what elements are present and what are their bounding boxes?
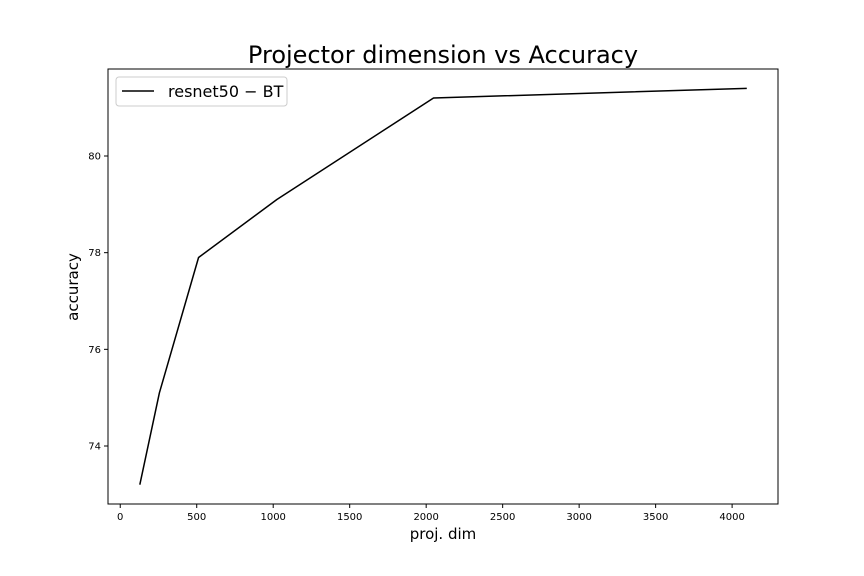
series-line-0 bbox=[139, 87, 747, 485]
y-axis-label: accuracy bbox=[64, 253, 82, 321]
series-layer bbox=[139, 87, 747, 485]
y-tick-label: 80 bbox=[88, 152, 101, 163]
plot-area bbox=[107, 68, 779, 505]
legend-label: resnet50 − BT bbox=[168, 82, 284, 101]
x-tick-label: 2000 bbox=[413, 512, 438, 523]
x-tick-label: 500 bbox=[187, 512, 206, 523]
x-tick-label: 2500 bbox=[490, 512, 515, 523]
x-tick-label: 1000 bbox=[260, 512, 285, 523]
legend-box bbox=[115, 76, 288, 107]
y-tick-label: 76 bbox=[88, 345, 101, 356]
legend: resnet50 − BT bbox=[115, 76, 288, 107]
y-axis: 74 76 78 80 bbox=[88, 152, 108, 453]
y-tick-label: 74 bbox=[88, 442, 101, 453]
x-tick-label: 1500 bbox=[337, 512, 362, 523]
x-axis-label: proj. dim bbox=[410, 525, 477, 543]
x-tick-label: 4000 bbox=[719, 512, 744, 523]
chart-title: Projector dimension vs Accuracy bbox=[248, 41, 638, 69]
y-tick-label: 78 bbox=[88, 248, 101, 259]
x-tick-label: 3000 bbox=[566, 512, 591, 523]
x-axis: 0 500 1000 1500 2000 2500 3000 3500 4000 bbox=[117, 504, 745, 523]
x-tick-label: 0 bbox=[117, 512, 123, 523]
x-tick-label: 3500 bbox=[643, 512, 668, 523]
